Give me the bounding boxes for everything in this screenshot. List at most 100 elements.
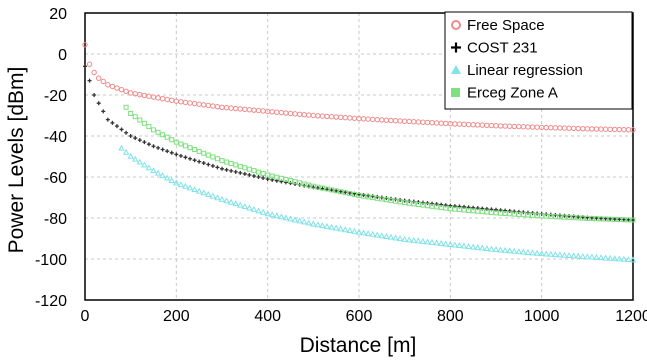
data-point [497, 123, 504, 129]
data-point [169, 137, 175, 143]
data-point [247, 172, 252, 177]
data-point [520, 248, 527, 255]
data-point [456, 121, 463, 127]
data-point [292, 179, 298, 185]
data-point [533, 249, 541, 256]
data-point [146, 124, 152, 130]
data-point [351, 227, 358, 234]
data-point [229, 168, 234, 173]
data-point [415, 119, 422, 125]
data-point [310, 183, 316, 189]
data-point [324, 113, 330, 120]
data-point [393, 198, 399, 204]
data-point [187, 100, 193, 106]
data-point [159, 95, 166, 102]
data-point [182, 143, 188, 149]
data-point [128, 134, 133, 138]
data-point [333, 114, 339, 120]
data-point [228, 160, 234, 166]
data-point [305, 219, 313, 226]
data-point [200, 189, 207, 196]
data-point [479, 209, 485, 215]
data-point [512, 209, 517, 214]
data-point [173, 179, 180, 186]
legend-marker [451, 88, 460, 97]
data-point [520, 212, 526, 218]
data-point [543, 213, 549, 219]
data-point [233, 162, 239, 168]
data-point [192, 147, 198, 153]
data-point [83, 64, 87, 69]
data-point [529, 124, 536, 130]
data-point [114, 124, 119, 129]
data-point [160, 147, 165, 152]
data-point [324, 186, 330, 192]
data-point [374, 195, 380, 201]
data-point [209, 192, 217, 199]
data-point [142, 140, 147, 145]
data-point [488, 245, 495, 252]
data-point [479, 122, 485, 128]
data-point [456, 207, 462, 213]
data-point [631, 218, 635, 223]
series-layer [82, 42, 637, 263]
data-point [469, 243, 477, 250]
data-point [346, 227, 354, 234]
data-point [443, 120, 449, 127]
data-point [484, 122, 490, 129]
data-point [625, 217, 631, 223]
data-point [534, 213, 540, 219]
data-point [484, 209, 490, 215]
data-point [383, 117, 390, 123]
data-point [547, 250, 555, 257]
data-point [118, 144, 125, 151]
data-point [428, 238, 436, 245]
data-point [183, 155, 188, 160]
data-point [488, 209, 494, 215]
y-tick-label: -20 [44, 88, 67, 105]
data-point [264, 210, 271, 217]
data-point [411, 119, 417, 125]
data-point [374, 116, 380, 123]
data-point [502, 210, 508, 216]
data-point [507, 123, 513, 129]
data-point [251, 107, 257, 113]
data-point [515, 248, 523, 255]
x-tick-label: 800 [437, 308, 464, 325]
data-point [342, 190, 348, 196]
data-point [283, 180, 288, 185]
data-point [493, 210, 499, 216]
data-point [392, 234, 399, 241]
data-point [164, 96, 170, 103]
data-point [314, 221, 322, 228]
data-point [109, 83, 116, 90]
data-point [287, 215, 294, 222]
data-point [223, 197, 230, 204]
data-point [131, 155, 139, 162]
data-point [461, 121, 467, 128]
data-point [173, 139, 179, 145]
data-point [255, 207, 262, 214]
data-point [602, 254, 609, 261]
data-point [396, 235, 404, 242]
data-point [296, 217, 303, 224]
data-point [132, 114, 138, 120]
data-point [552, 125, 559, 131]
data-point [156, 145, 161, 150]
data-point [470, 122, 476, 128]
data-point [301, 181, 307, 187]
data-point [439, 202, 444, 207]
data-point [197, 159, 202, 164]
data-point [511, 123, 517, 130]
data-point [328, 114, 335, 120]
data-point [397, 199, 403, 205]
data-point [621, 217, 627, 223]
data-point [507, 209, 512, 214]
y-axis-label: Power Levels [dBm] [5, 67, 28, 254]
data-point [437, 239, 445, 246]
data-point [574, 252, 582, 259]
data-point [575, 125, 581, 132]
data-point [406, 118, 412, 125]
data-point [451, 241, 459, 248]
